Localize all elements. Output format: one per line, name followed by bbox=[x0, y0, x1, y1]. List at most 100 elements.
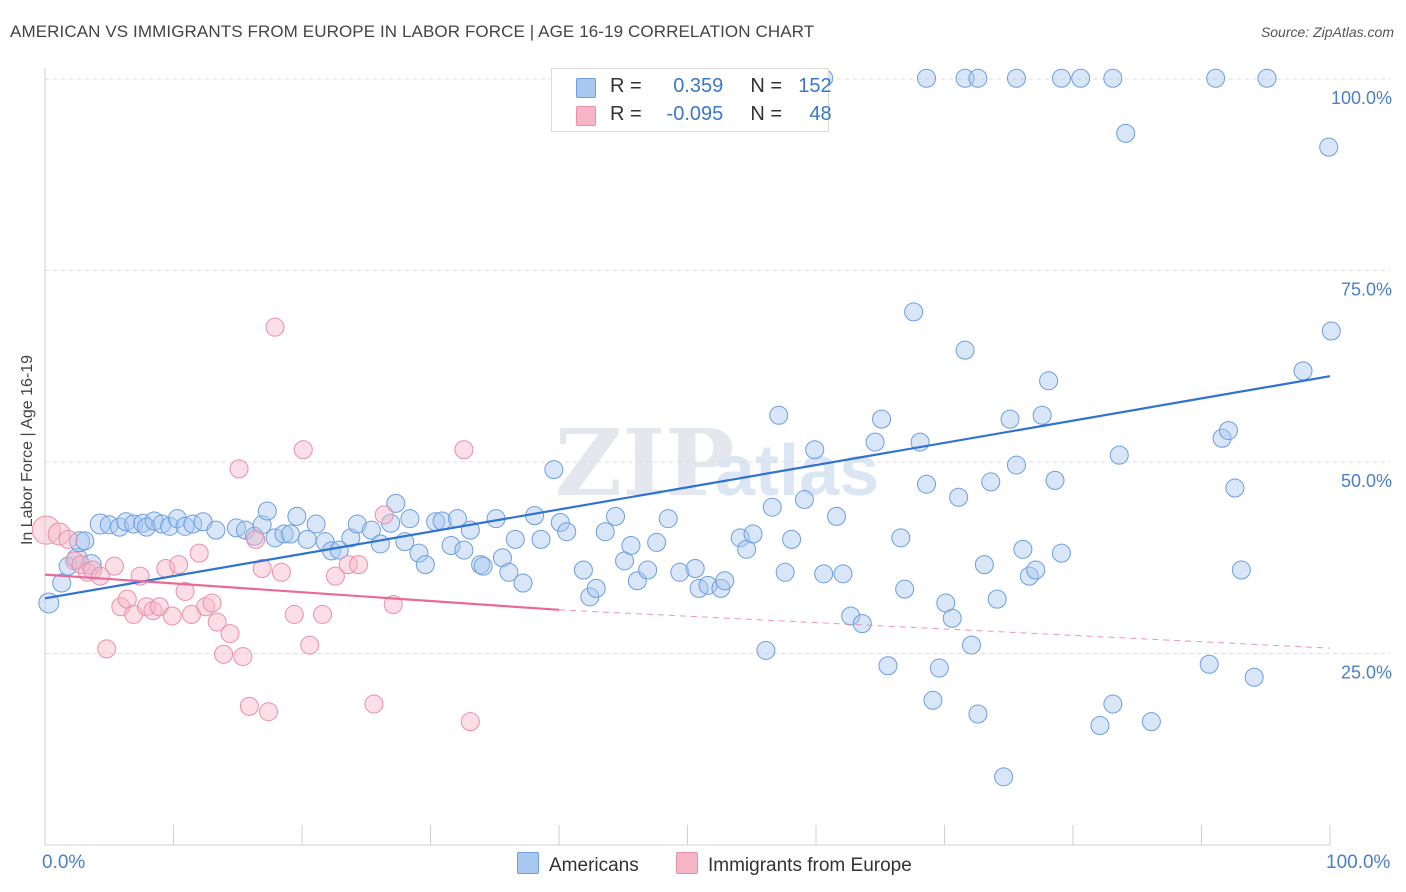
chart-title: AMERICAN VS IMMIGRANTS FROM EUROPE IN LA… bbox=[10, 22, 815, 41]
source-note: Source: ZipAtlas.com bbox=[1260, 24, 1394, 40]
american-point bbox=[347, 514, 367, 534]
american-point bbox=[415, 555, 435, 575]
american-point bbox=[75, 531, 95, 551]
legend-r-label: R = bbox=[610, 103, 642, 125]
american-point bbox=[1051, 68, 1071, 88]
american-point bbox=[409, 543, 429, 563]
legend-row-americans: R = 0.359 N = 152 bbox=[552, 73, 832, 101]
american-point bbox=[949, 487, 969, 507]
immigrant-point bbox=[83, 560, 103, 580]
american-point bbox=[743, 524, 763, 544]
american-point bbox=[1103, 694, 1123, 714]
american-point bbox=[1225, 478, 1245, 498]
american-point bbox=[895, 579, 915, 599]
american-point bbox=[287, 506, 307, 526]
y-tick-label: 25.0% bbox=[1341, 663, 1392, 683]
legend-n-value: 152 bbox=[798, 75, 832, 97]
immigrant-point bbox=[90, 566, 110, 586]
americans-swatch bbox=[517, 852, 539, 874]
american-point bbox=[1199, 654, 1219, 674]
watermark: ZIP bbox=[555, 409, 734, 517]
american-point bbox=[160, 516, 180, 536]
immigrant-point bbox=[252, 558, 272, 578]
immigrant-point bbox=[349, 555, 369, 575]
legend-n-label: N = bbox=[750, 75, 783, 97]
american-point bbox=[1244, 667, 1264, 687]
american-point bbox=[730, 528, 750, 548]
american-point bbox=[1293, 361, 1313, 381]
american-point bbox=[441, 535, 461, 555]
immigrant-point bbox=[214, 644, 234, 664]
american-point bbox=[1006, 455, 1026, 475]
american-point bbox=[762, 497, 782, 517]
immigrant-point bbox=[300, 635, 320, 655]
immigrant-point bbox=[97, 639, 117, 659]
american-point bbox=[878, 656, 898, 676]
american-point bbox=[1321, 321, 1341, 341]
immigrants-trend-line bbox=[44, 573, 560, 611]
american-point bbox=[400, 509, 420, 529]
american-point bbox=[206, 520, 226, 540]
american-point bbox=[987, 589, 1007, 609]
american-point bbox=[505, 529, 525, 549]
american-point bbox=[531, 529, 551, 549]
american-point bbox=[1257, 68, 1277, 88]
american-point bbox=[865, 432, 885, 452]
immigrant-point bbox=[31, 515, 61, 545]
american-point bbox=[244, 526, 264, 546]
american-point bbox=[833, 564, 853, 584]
y-axis-label: In Labor Force | Age 16-19 bbox=[19, 354, 36, 546]
american-point bbox=[606, 506, 626, 526]
immigrant-point bbox=[454, 440, 474, 460]
immigrant-point bbox=[271, 562, 291, 582]
x-tick-label-min: 0.0% bbox=[42, 852, 86, 873]
immigrant-point bbox=[71, 555, 91, 575]
americans-swatch bbox=[576, 78, 596, 98]
american-point bbox=[152, 514, 172, 534]
american-point bbox=[923, 690, 943, 710]
immigrants-swatch bbox=[676, 852, 698, 874]
american-point bbox=[929, 658, 949, 678]
american-point bbox=[1051, 543, 1071, 563]
immigrant-point bbox=[202, 593, 222, 613]
american-point bbox=[1006, 68, 1026, 88]
american-point bbox=[968, 68, 988, 88]
immigrant-point bbox=[383, 594, 403, 614]
american-point bbox=[794, 490, 814, 510]
x-tick-label-max: 100.0% bbox=[1326, 852, 1391, 873]
immigrant-point bbox=[220, 624, 240, 644]
immigrant-point bbox=[325, 566, 345, 586]
immigrant-point bbox=[239, 696, 259, 716]
american-point bbox=[685, 558, 705, 578]
american-point bbox=[670, 562, 690, 582]
american-point bbox=[544, 460, 564, 480]
immigrant-point bbox=[233, 647, 253, 667]
series-legend-americans: Americans bbox=[517, 852, 639, 877]
american-point bbox=[756, 640, 776, 660]
legend-n-label: N = bbox=[750, 103, 783, 125]
immigrant-point bbox=[207, 612, 227, 632]
american-point bbox=[1045, 470, 1065, 490]
y-axis-label-wrap: In Labor Force | Age 16-19 bbox=[8, 240, 48, 660]
american-point bbox=[557, 522, 577, 542]
american-point bbox=[1032, 405, 1052, 425]
american-point bbox=[775, 562, 795, 582]
american-point bbox=[1026, 560, 1046, 580]
american-point bbox=[891, 528, 911, 548]
american-point bbox=[769, 405, 789, 425]
american-point bbox=[1206, 68, 1226, 88]
immigrant-point bbox=[47, 522, 71, 546]
american-point bbox=[573, 560, 593, 580]
immigrant-point bbox=[162, 606, 182, 626]
immigrant-point bbox=[149, 597, 169, 617]
immigrant-point bbox=[175, 581, 195, 601]
american-point bbox=[38, 592, 60, 614]
american-point bbox=[981, 472, 1001, 492]
american-point bbox=[386, 493, 406, 513]
immigrant-point bbox=[364, 694, 384, 714]
immigrant-point bbox=[246, 529, 266, 549]
american-point bbox=[917, 68, 937, 88]
legend-r-value: 0.359 bbox=[673, 75, 724, 97]
legend-row-immigrants: R = -0.095 N = 48 bbox=[552, 101, 832, 129]
